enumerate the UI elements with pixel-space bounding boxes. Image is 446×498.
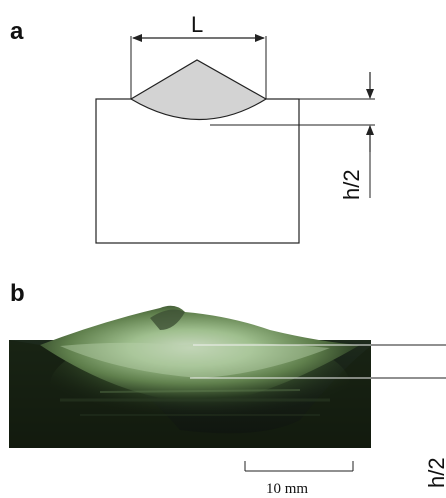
weld-macrograph-photo — [9, 305, 371, 448]
photo-bead — [40, 305, 360, 400]
weld-bead-shape — [129, 59, 268, 120]
depth-label-a: h/2 — [339, 169, 364, 200]
scale-bar-label: 10 mm — [266, 481, 308, 497]
scale-bar: 10 mm — [244, 461, 354, 497]
panel-label-b: b — [10, 280, 25, 307]
width-label: L — [191, 12, 203, 37]
depth-label-b: h/2 — [424, 457, 446, 488]
substrate-block — [95, 98, 300, 244]
schematic-diagram: L h/2 — [95, 12, 375, 244]
panel-label-a: a — [10, 18, 24, 45]
